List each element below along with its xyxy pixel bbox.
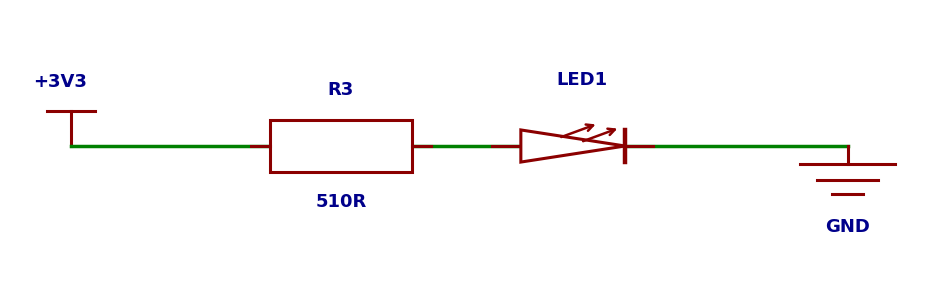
Text: 510R: 510R [315,193,366,211]
Polygon shape [521,130,625,162]
Text: R3: R3 [328,81,354,99]
Text: GND: GND [825,218,870,236]
Bar [270,120,412,172]
Text: +3V3: +3V3 [33,72,86,91]
Text: LED1: LED1 [557,71,608,89]
